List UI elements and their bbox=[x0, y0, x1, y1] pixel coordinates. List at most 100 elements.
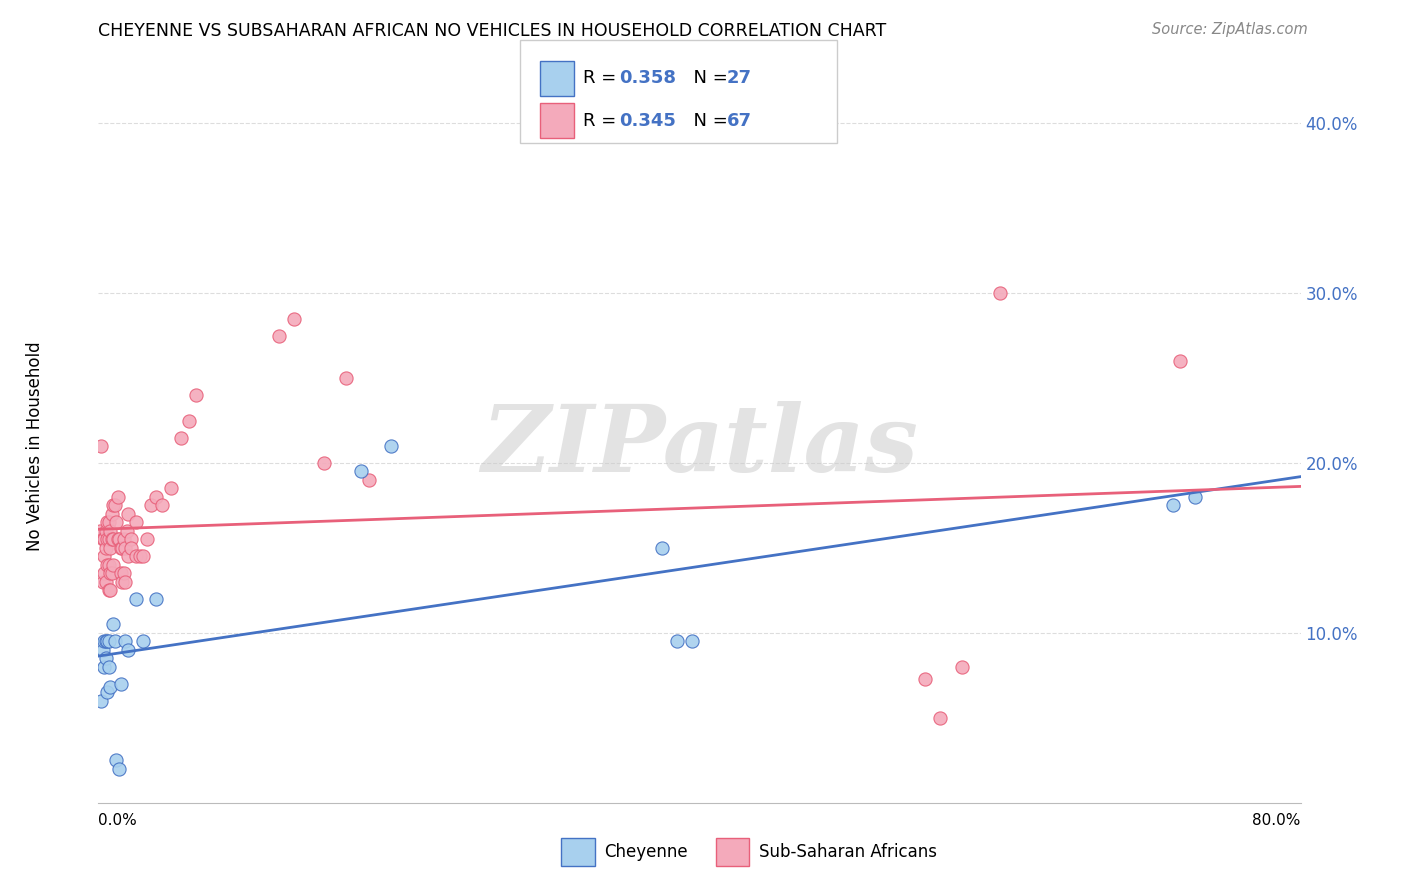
Point bbox=[929, 711, 952, 725]
Point bbox=[97, 558, 120, 572]
Point bbox=[97, 660, 120, 674]
Point bbox=[96, 685, 118, 699]
Point bbox=[121, 541, 143, 555]
Point bbox=[125, 516, 148, 530]
Point bbox=[103, 499, 125, 513]
Point bbox=[132, 634, 155, 648]
Point bbox=[93, 660, 115, 674]
Point bbox=[177, 413, 200, 427]
Point bbox=[97, 583, 120, 598]
Point bbox=[103, 558, 125, 572]
Point bbox=[89, 524, 111, 538]
Text: N =: N = bbox=[682, 112, 734, 129]
Point bbox=[914, 672, 936, 686]
Point bbox=[112, 533, 135, 547]
Point bbox=[104, 499, 127, 513]
Point bbox=[110, 541, 132, 555]
Point bbox=[184, 388, 207, 402]
Point bbox=[651, 541, 673, 555]
Point bbox=[110, 566, 132, 581]
Point bbox=[111, 574, 134, 589]
Point bbox=[104, 634, 127, 648]
Point bbox=[283, 311, 305, 326]
Point bbox=[96, 558, 118, 572]
Point bbox=[108, 762, 131, 776]
Point bbox=[110, 677, 132, 691]
Point bbox=[93, 634, 115, 648]
Text: 67: 67 bbox=[727, 112, 752, 129]
Point bbox=[97, 516, 120, 530]
Point bbox=[132, 549, 155, 564]
Point bbox=[91, 574, 114, 589]
Point bbox=[665, 634, 688, 648]
Text: 0.0%: 0.0% bbox=[98, 814, 138, 828]
Point bbox=[150, 499, 173, 513]
Point bbox=[125, 549, 148, 564]
Point bbox=[267, 328, 290, 343]
Point bbox=[117, 549, 139, 564]
Point bbox=[115, 524, 138, 538]
Text: Sub-Saharan Africans: Sub-Saharan Africans bbox=[759, 843, 938, 861]
Point bbox=[93, 533, 115, 547]
Point bbox=[145, 490, 167, 504]
Point bbox=[100, 583, 122, 598]
Point bbox=[117, 507, 139, 521]
Text: 27: 27 bbox=[727, 70, 752, 87]
Point bbox=[125, 591, 148, 606]
Point bbox=[90, 694, 112, 708]
Point bbox=[139, 499, 162, 513]
Text: N =: N = bbox=[682, 70, 734, 87]
Text: 0.358: 0.358 bbox=[619, 70, 676, 87]
Point bbox=[100, 566, 122, 581]
Text: 0.345: 0.345 bbox=[619, 112, 675, 129]
Point bbox=[97, 634, 120, 648]
Point bbox=[94, 541, 117, 555]
Point bbox=[103, 533, 125, 547]
Point bbox=[357, 473, 380, 487]
Point bbox=[100, 680, 122, 694]
Point bbox=[681, 634, 703, 648]
Point bbox=[101, 533, 124, 547]
Point bbox=[107, 533, 129, 547]
Point bbox=[1184, 490, 1206, 504]
Point bbox=[1161, 499, 1184, 513]
Point bbox=[93, 549, 115, 564]
Text: CHEYENNE VS SUBSAHARAN AFRICAN NO VEHICLES IN HOUSEHOLD CORRELATION CHART: CHEYENNE VS SUBSAHARAN AFRICAN NO VEHICL… bbox=[98, 22, 887, 40]
Text: Source: ZipAtlas.com: Source: ZipAtlas.com bbox=[1152, 22, 1308, 37]
Point bbox=[96, 516, 118, 530]
Text: No Vehicles in Household: No Vehicles in Household bbox=[27, 341, 44, 551]
Point bbox=[100, 524, 122, 538]
Point bbox=[988, 286, 1011, 301]
Point bbox=[94, 651, 117, 665]
Point bbox=[159, 482, 181, 496]
Text: R =: R = bbox=[583, 70, 623, 87]
Point bbox=[121, 533, 143, 547]
Point bbox=[97, 533, 120, 547]
Point bbox=[105, 516, 128, 530]
Point bbox=[350, 465, 373, 479]
Point bbox=[91, 643, 114, 657]
Point bbox=[114, 574, 136, 589]
Point bbox=[952, 660, 974, 674]
Point bbox=[101, 566, 124, 581]
Point bbox=[1170, 354, 1192, 368]
Point bbox=[96, 533, 118, 547]
Text: R =: R = bbox=[583, 112, 623, 129]
Point bbox=[114, 634, 136, 648]
Point bbox=[145, 591, 167, 606]
Point bbox=[105, 753, 128, 767]
Point bbox=[101, 507, 124, 521]
Point bbox=[94, 524, 117, 538]
Point bbox=[114, 541, 136, 555]
Point bbox=[135, 533, 157, 547]
Point bbox=[103, 617, 125, 632]
Point bbox=[100, 541, 122, 555]
Point bbox=[111, 541, 134, 555]
Point bbox=[129, 549, 152, 564]
Point bbox=[91, 533, 114, 547]
Text: 80.0%: 80.0% bbox=[1253, 814, 1301, 828]
Point bbox=[93, 566, 115, 581]
Point bbox=[90, 439, 112, 453]
Point bbox=[117, 643, 139, 657]
Text: Cheyenne: Cheyenne bbox=[605, 843, 688, 861]
